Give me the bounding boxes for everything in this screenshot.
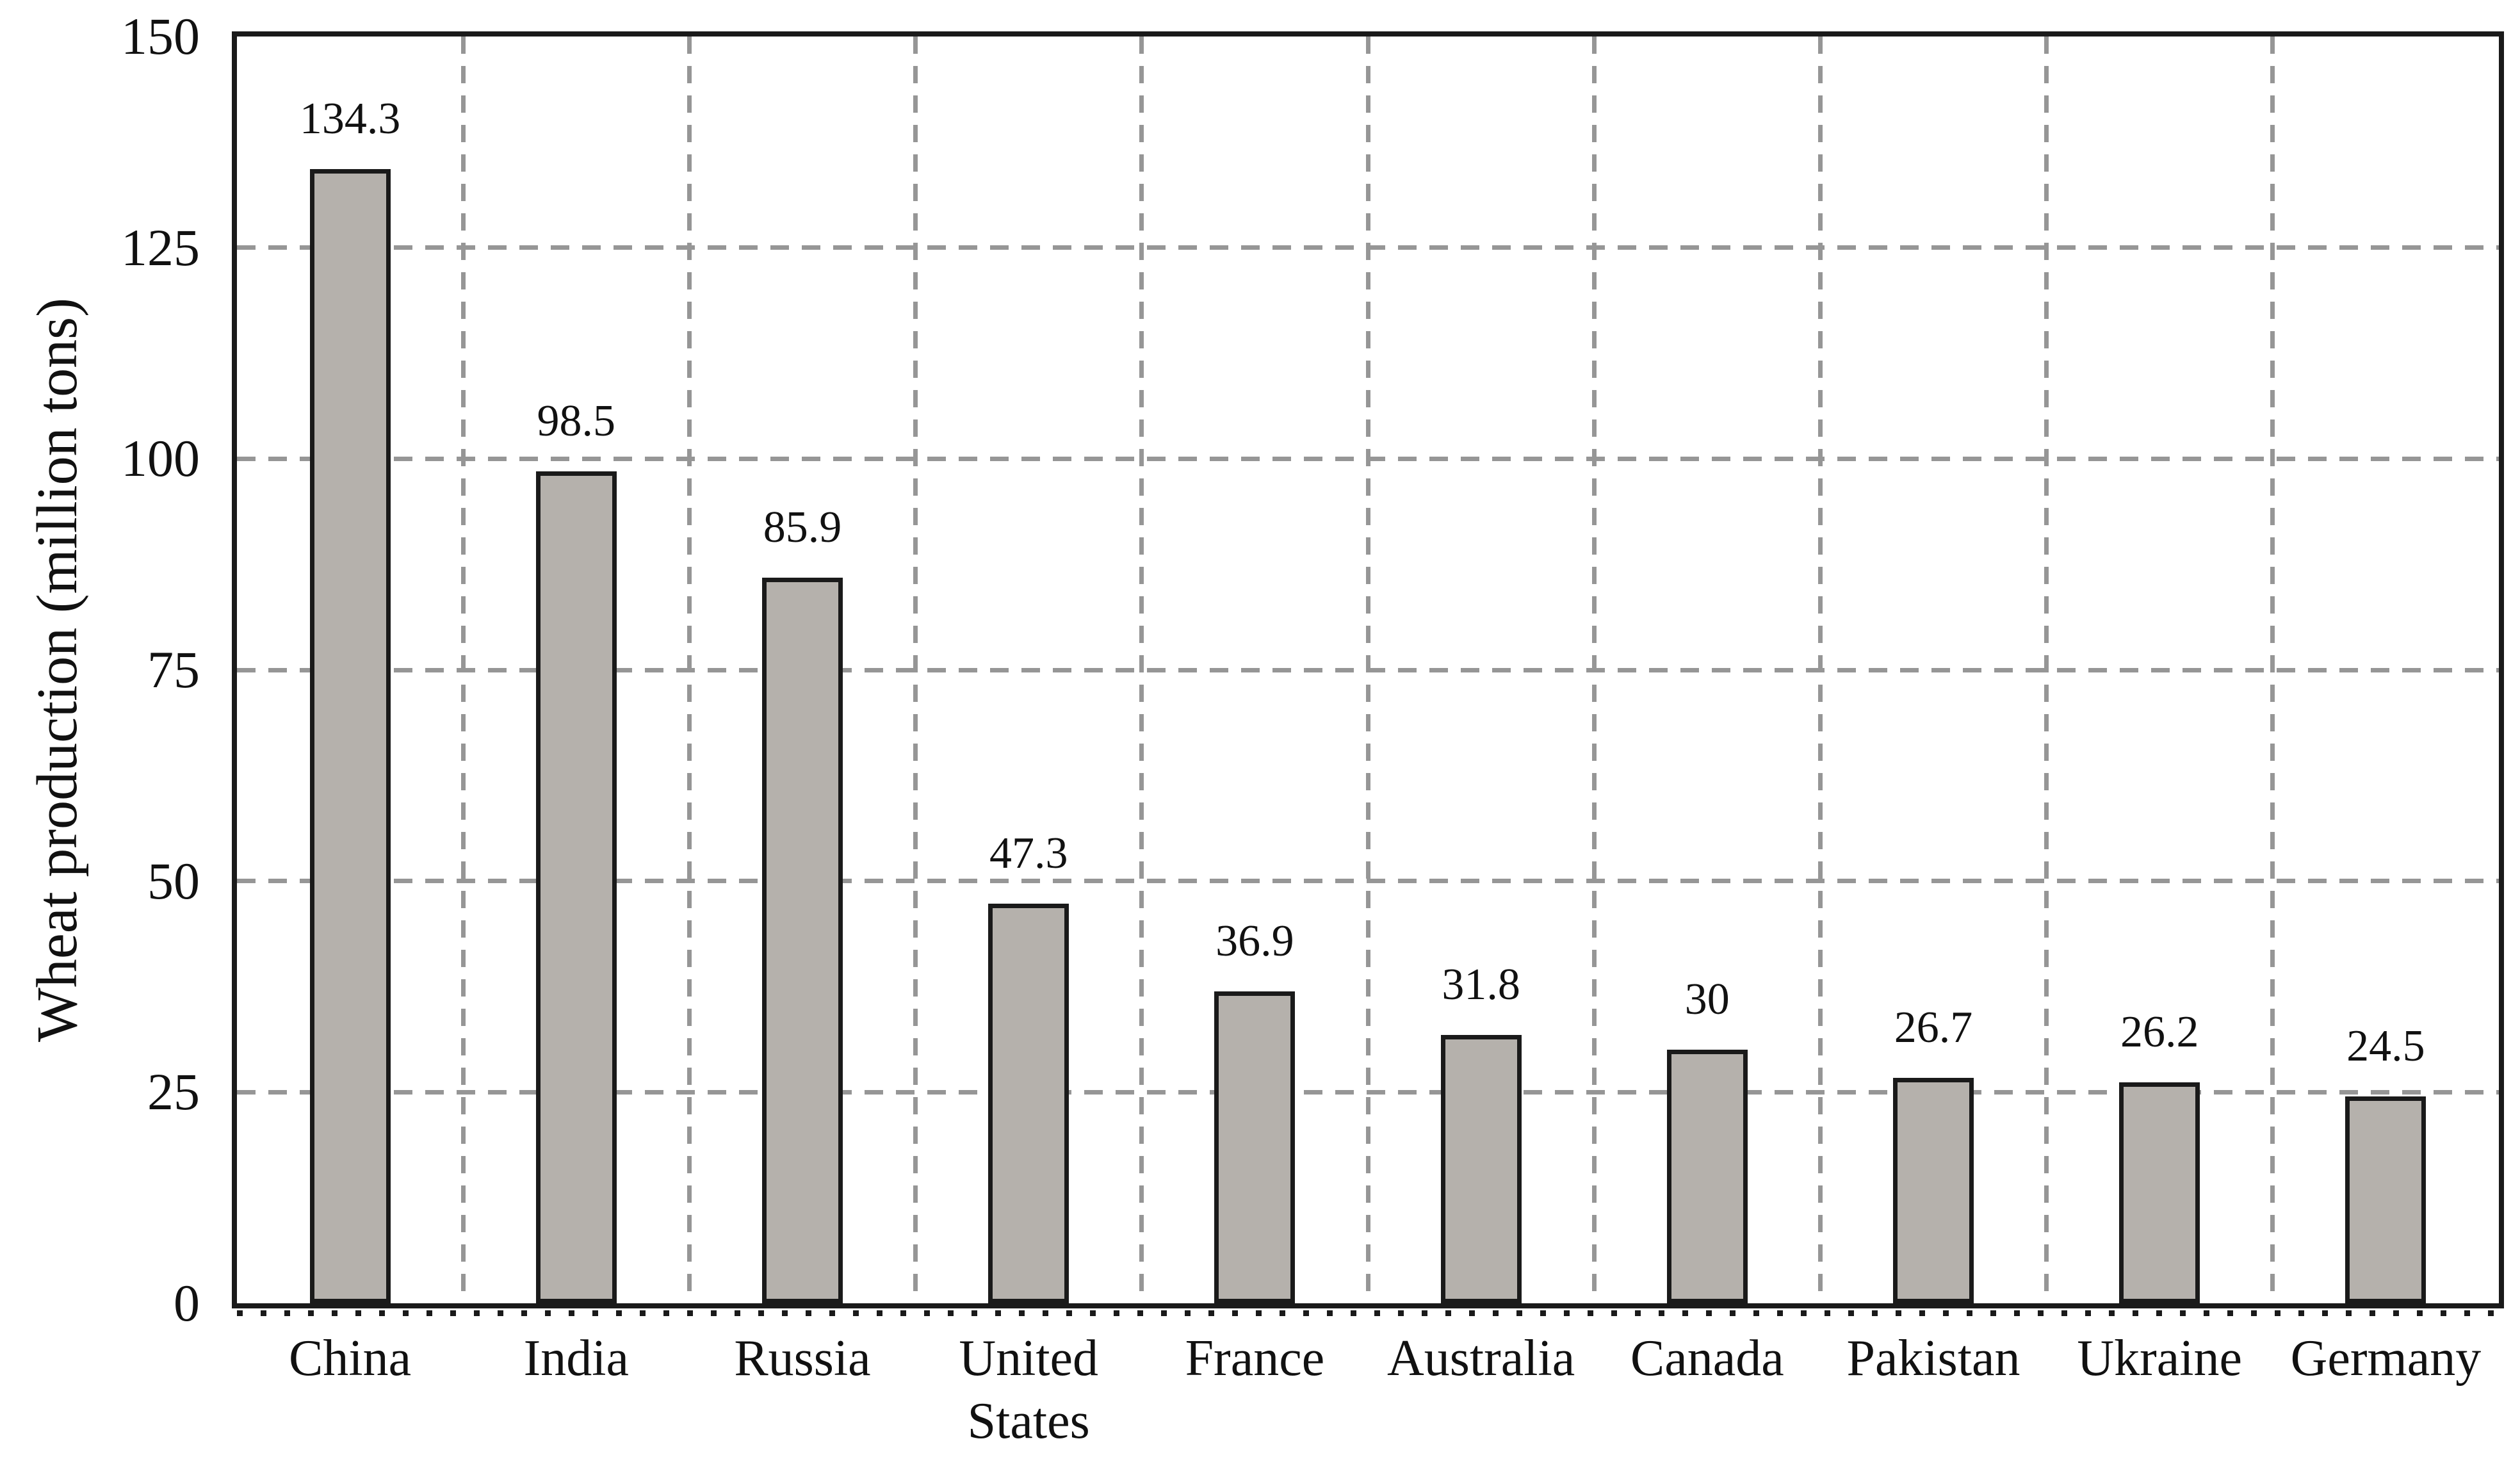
v-gridline [2270, 37, 2275, 1303]
bar-value-label: 31.8 [1442, 959, 1520, 1009]
bar-france [1214, 991, 1296, 1303]
x-axis-minor-ticks [237, 1310, 2499, 1316]
v-gridline [687, 37, 692, 1303]
x-category-label: India [523, 1330, 629, 1387]
bar-india [535, 471, 617, 1303]
v-gridline [913, 37, 918, 1303]
y-tick-label: 125 [121, 218, 200, 277]
bar-value-label: 24.5 [2346, 1021, 2425, 1071]
bar-value-label: 134.3 [299, 94, 401, 144]
bar-value-label: 47.3 [989, 829, 1068, 879]
y-tick-label: 75 [147, 640, 200, 699]
v-gridline [1139, 37, 1144, 1303]
bar-value-label: 98.5 [537, 396, 616, 446]
y-tick-label: 0 [174, 1274, 200, 1332]
bar-value-label: 30 [1684, 975, 1730, 1025]
x-category-label: United States [959, 1330, 1099, 1449]
bar-united-states [988, 904, 1069, 1303]
x-category-label: France [1185, 1330, 1325, 1387]
v-gridline [1365, 37, 1370, 1303]
bar-pakistan [1893, 1077, 1974, 1303]
x-category-label: China [289, 1330, 412, 1387]
y-tick-label: 150 [121, 7, 200, 65]
x-category-label: Ukraine [2077, 1330, 2243, 1387]
x-category-label: Australia [1386, 1330, 1575, 1387]
v-gridline [2044, 37, 2049, 1303]
v-gridline [460, 37, 466, 1303]
bar-value-label: 85.9 [763, 503, 842, 553]
bar-germany [2345, 1096, 2427, 1303]
bar-canada [1666, 1050, 1748, 1303]
bar-russia [762, 578, 843, 1303]
bar-value-label: 26.7 [1894, 1002, 1973, 1052]
x-category-label: Germany [2290, 1330, 2482, 1387]
x-category-label: Russia [734, 1330, 871, 1387]
bar-value-label: 26.2 [2120, 1007, 2199, 1057]
bar-value-label: 36.9 [1215, 916, 1294, 966]
bar-ukraine [2119, 1082, 2200, 1303]
v-gridline [1591, 37, 1597, 1303]
y-tick-label: 100 [121, 429, 200, 488]
bar-china [309, 169, 391, 1303]
x-category-label: Pakistan [1846, 1330, 2020, 1387]
bar-australia [1440, 1034, 1522, 1303]
y-tick-label: 50 [147, 851, 200, 910]
y-tick-label: 25 [147, 1062, 200, 1121]
v-gridline [1817, 37, 1823, 1303]
x-category-label: Canada [1630, 1330, 1784, 1387]
plot-area: 134.3 98.5 85.9 47.3 36.9 31.8 30 26.7 26.2 24.5 [232, 31, 2504, 1308]
